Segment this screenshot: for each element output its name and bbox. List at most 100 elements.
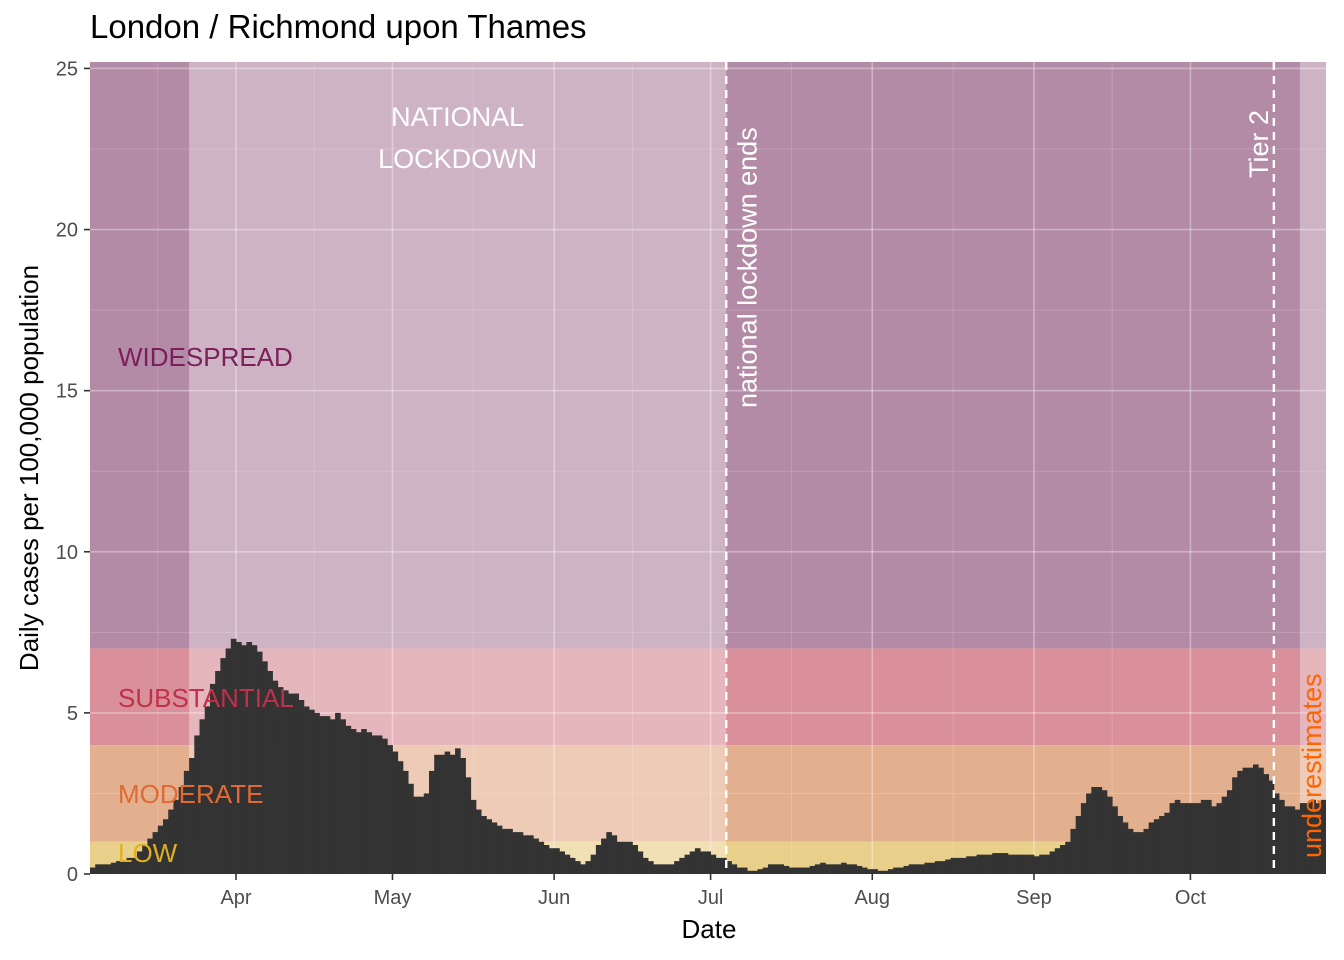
band-label-substantial: SUBSTANTIAL (118, 683, 294, 713)
bar (1185, 803, 1191, 874)
bar (1164, 812, 1170, 874)
bar (726, 861, 732, 874)
bar (820, 862, 826, 874)
bar (1211, 806, 1217, 874)
bar (142, 845, 148, 874)
bar (1054, 848, 1061, 874)
bar (116, 861, 122, 874)
bar (903, 865, 910, 874)
bar (121, 861, 127, 874)
bar (1018, 854, 1024, 874)
bar (1247, 767, 1254, 874)
bar (960, 857, 967, 874)
bar (1310, 799, 1316, 874)
annotation-label: Tier 2 (1244, 110, 1274, 178)
bar (110, 862, 117, 874)
bar (1305, 803, 1311, 874)
bar (809, 865, 816, 874)
bar (1117, 816, 1124, 874)
bar (663, 864, 670, 874)
bar (199, 719, 206, 874)
bar (293, 693, 300, 874)
bar (1268, 780, 1275, 874)
bar (277, 687, 284, 874)
bar (361, 729, 367, 874)
bar (335, 712, 341, 874)
bar (1299, 803, 1306, 874)
y-tick-label: 10 (56, 542, 78, 564)
bar (1070, 828, 1077, 874)
bar (298, 700, 305, 874)
bar (1112, 806, 1118, 874)
bar (799, 867, 805, 874)
band-label-widespread: WIDESPREAD (118, 342, 293, 372)
bar (309, 709, 315, 874)
bar (1044, 854, 1050, 874)
bar (856, 865, 863, 874)
bar (491, 822, 498, 874)
bar (1133, 832, 1139, 874)
bar (1258, 767, 1264, 874)
bar (236, 642, 242, 874)
bar (992, 853, 998, 874)
bar (1174, 799, 1181, 874)
bar (934, 861, 941, 874)
bar (1143, 828, 1150, 874)
bar (705, 851, 712, 874)
bar (486, 819, 492, 874)
bar (1190, 803, 1197, 874)
bar (183, 770, 190, 874)
bar (1060, 845, 1066, 874)
bar (136, 851, 143, 874)
bar (152, 832, 159, 874)
bar (694, 848, 701, 874)
bar (976, 854, 983, 874)
bar (741, 867, 748, 874)
bar (1065, 841, 1071, 874)
bar (882, 870, 889, 874)
y-tick-label: 0 (67, 864, 78, 886)
bar (752, 870, 758, 874)
bar (475, 809, 482, 874)
bar (674, 861, 680, 874)
bar (95, 864, 101, 874)
bar (621, 841, 628, 874)
y-axis-title: Daily cases per 100,000 population (14, 265, 44, 671)
bar (1049, 851, 1056, 874)
bar (387, 745, 393, 874)
bar (648, 861, 654, 874)
bar (1221, 796, 1228, 874)
axes-layer: 0 5 10 15 20 25 Apr May Jun Jul Aug Sep Oct (56, 58, 1207, 909)
bar (225, 648, 232, 874)
bar (1289, 806, 1296, 874)
bar (867, 869, 873, 874)
bar (543, 845, 550, 874)
bar (1033, 856, 1040, 874)
bar (1023, 854, 1030, 874)
bar (434, 754, 440, 874)
bar (246, 642, 253, 874)
bar (575, 861, 581, 874)
bar (256, 651, 263, 874)
bar (679, 857, 685, 874)
bar (773, 864, 779, 874)
bar (564, 854, 571, 874)
bar (981, 854, 988, 874)
bar (950, 857, 957, 874)
bar (408, 783, 414, 874)
bar (522, 835, 529, 874)
bar (366, 732, 373, 874)
bar (1153, 819, 1160, 874)
bar (329, 719, 336, 874)
x-tick-label: Jun (538, 887, 570, 909)
bar (689, 851, 696, 874)
bar (559, 851, 565, 874)
bar (1263, 774, 1270, 874)
chart-title: London / Richmond upon Thames (90, 8, 587, 45)
bar (340, 719, 346, 874)
bar (1122, 822, 1129, 874)
shaded-period (1299, 62, 1326, 874)
bar (1138, 832, 1144, 874)
bar (731, 864, 738, 874)
bar (1237, 770, 1243, 874)
